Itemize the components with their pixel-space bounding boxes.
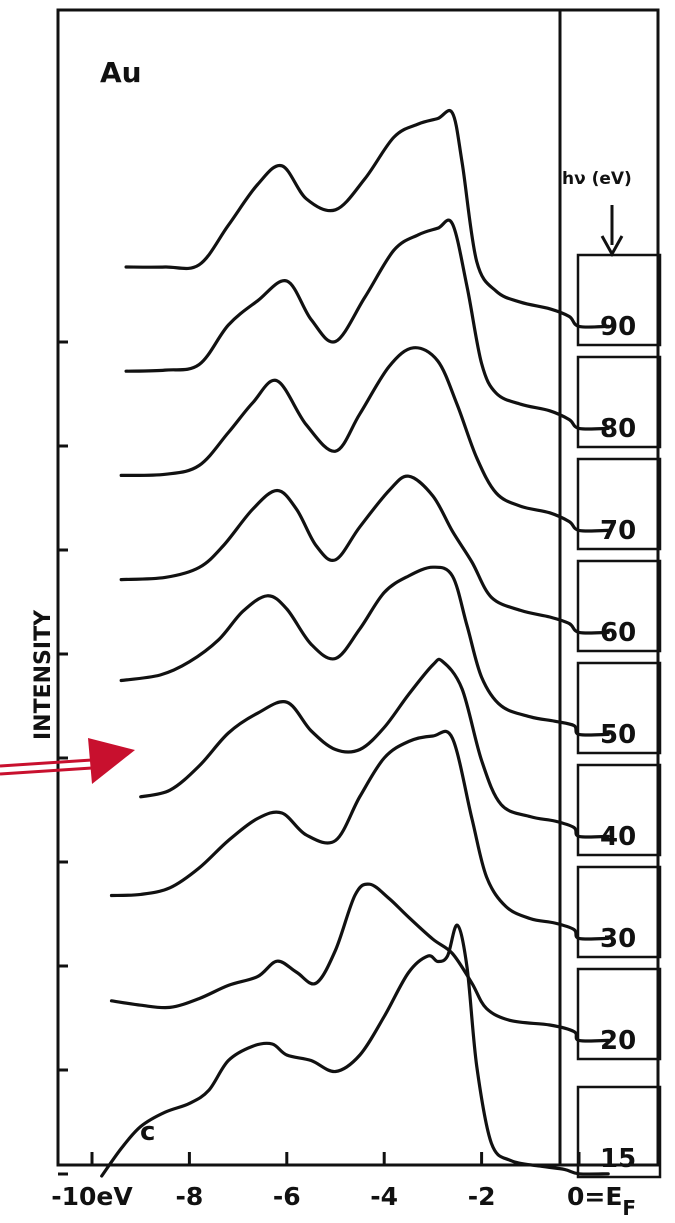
- energy-label-15: 15: [600, 1144, 636, 1174]
- spectra-curves: [100, 108, 610, 1178]
- x-axis-ticks: -10eV -8 -6 -4 -2 0=EF: [51, 1152, 636, 1220]
- energy-box-80: [576, 355, 662, 449]
- spectrum-curve-60: [119, 474, 610, 635]
- x-tick-label: 0=EF: [567, 1182, 636, 1220]
- y-axis-label: INTENSITY: [31, 609, 56, 740]
- down-arrow-head-icon: [600, 235, 624, 258]
- energy-box-40: [576, 763, 662, 857]
- spectrum-curve-50: [119, 565, 610, 737]
- spectrum-curve-90: [124, 108, 610, 329]
- spectrum-curve-30: [109, 729, 610, 941]
- x-tick-label: -6: [273, 1182, 301, 1211]
- energy-box-90: [576, 253, 662, 347]
- spectrum-curve-15: [100, 923, 610, 1178]
- plot-border: [56, 8, 660, 1167]
- y-axis-ticks: [58, 340, 68, 1176]
- spectrum-curve-80: [124, 218, 610, 431]
- energy-box-70: [576, 457, 662, 551]
- energy-box-50: [576, 661, 662, 755]
- pointer-arrow-icon: [0, 738, 135, 784]
- spectrum-curve-40: [139, 657, 610, 839]
- x-tick-label: -8: [176, 1182, 204, 1211]
- energy-box-60: [576, 559, 662, 653]
- plot-frame: [56, 8, 660, 1167]
- x-tick-label: -4: [370, 1182, 398, 1211]
- energy-box-20: [576, 967, 662, 1061]
- panel-label: c: [140, 1117, 155, 1147]
- chart-title: Au: [100, 56, 142, 89]
- energy-box-30: [576, 865, 662, 959]
- x-tick-label: -2: [468, 1182, 496, 1211]
- spectrum-curve-20: [109, 882, 610, 1043]
- spectrum-curve-70: [119, 346, 610, 533]
- hv-column-header: hν (eV): [562, 169, 632, 189]
- energy-box-15: [576, 1085, 662, 1179]
- x-tick-label: -10eV: [51, 1182, 133, 1211]
